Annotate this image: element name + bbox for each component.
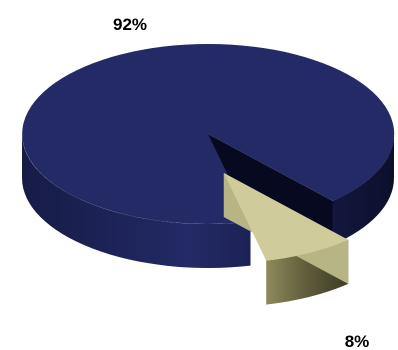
pie-slice-small-top	[223, 172, 349, 261]
pie-slice-large-side	[22, 134, 394, 268]
pie-slice-large-top	[22, 43, 395, 224]
slice-label-large: 92%	[113, 15, 147, 34]
pie-slice-large	[22, 43, 395, 268]
slice-label-small: 8%	[345, 332, 370, 350]
pie-slice-small	[223, 172, 349, 305]
